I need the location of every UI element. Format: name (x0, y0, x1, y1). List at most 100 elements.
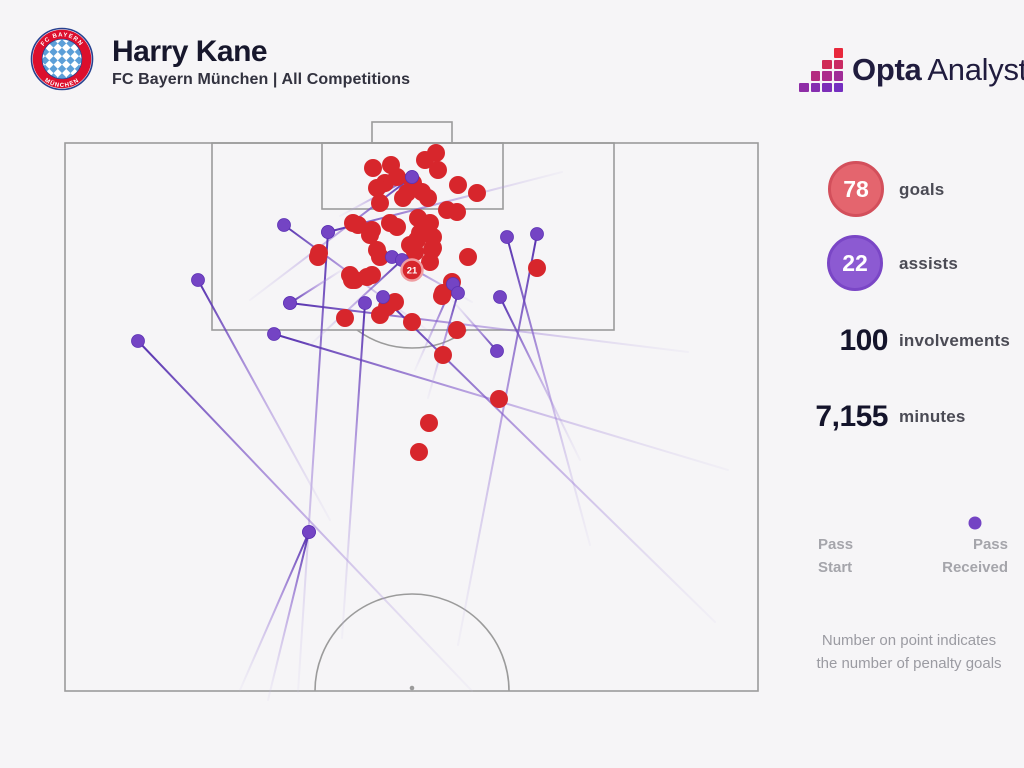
assist-received-dot (321, 225, 335, 239)
penalty-note-line2: the number of penalty goals (816, 655, 1002, 672)
crest-text-bottom: MÜNCHEN (43, 78, 80, 89)
legend-pass-start-label: Pass Start (818, 533, 853, 579)
goal-dot (448, 203, 466, 221)
goal-dot (490, 390, 508, 408)
goal-dot (434, 346, 452, 364)
center-circle (314, 593, 510, 692)
assist-pass-line (427, 292, 459, 399)
legend-pass-received-line2: Received (942, 559, 1008, 576)
assist-received-dot (358, 296, 372, 310)
goal-frame (371, 121, 453, 144)
assist-pass-line (197, 279, 331, 521)
penalty-goals-dot (400, 258, 424, 282)
assist-pass-line (249, 176, 413, 301)
goal-dot (433, 287, 451, 305)
goal-dot (371, 306, 389, 324)
penalty-note-line1: Number on point indicates (821, 632, 997, 649)
assist-pass-line (289, 267, 346, 304)
legend-pass-received-dot (968, 516, 982, 530)
penalty-goals-marker: 21 (400, 258, 424, 282)
goal-dot (449, 176, 467, 194)
goal-dot (336, 309, 354, 327)
assist-received-dot (530, 227, 544, 241)
legend-pass-received-line1: Pass (972, 536, 1008, 553)
assist-pass-line (451, 299, 498, 352)
brand-name-light: Analyst (927, 52, 1024, 87)
goal-dot (424, 239, 442, 257)
goal-dot (344, 214, 362, 232)
opta-square (822, 82, 832, 92)
assist-received-dot (376, 290, 390, 304)
opta-square (833, 71, 843, 81)
opta-square (833, 82, 843, 92)
assist-received-dot (490, 344, 504, 358)
assist-received-dot (451, 286, 465, 300)
goal-dot (459, 248, 477, 266)
page-subtitle: FC Bayern München | All Competitions (112, 71, 411, 88)
opta-square (810, 82, 820, 92)
goal-dot (386, 293, 404, 311)
penalty-note: Number on point indicates the number of … (798, 629, 1020, 675)
opta-squares-icon (799, 48, 843, 92)
opta-square (810, 71, 820, 81)
assist-received-dot (131, 334, 145, 348)
assist-pass-line (289, 302, 689, 353)
assist-pass-line (309, 259, 403, 346)
goal-dots (309, 144, 546, 461)
goal-dot (419, 189, 437, 207)
assist-pass-line (267, 531, 310, 701)
goal-dot (343, 271, 361, 289)
goals-stat-circle: 78 (828, 161, 884, 217)
goal-dot (361, 226, 379, 244)
goal-dot (394, 189, 412, 207)
assist-pass-line (297, 231, 329, 693)
opta-square (822, 71, 832, 81)
assist-received-dots (131, 170, 544, 539)
opta-square (822, 59, 832, 69)
involvements-label: involvements (899, 331, 1011, 350)
assist-received-dot (405, 170, 419, 184)
penalty-goals-count: 21 (407, 265, 418, 276)
goal-dot (388, 218, 406, 236)
goal-dot (429, 161, 447, 179)
legend-pass-start-line1: Pass (818, 536, 854, 553)
goal-dot (468, 184, 486, 202)
assist-received-dot (302, 525, 316, 539)
pitch-markings (64, 121, 759, 692)
assist-pass-line (457, 233, 538, 646)
assist-pass-line (239, 531, 310, 691)
assist-pass-line (506, 236, 591, 546)
assists-stat-circle: 22 (827, 235, 883, 291)
goal-dot (309, 248, 327, 266)
goal-dot (420, 414, 438, 432)
assists-value: 22 (842, 249, 868, 276)
goal-area (321, 142, 504, 210)
goal-dot (364, 159, 382, 177)
assist-received-dot (283, 296, 297, 310)
brand-name-bold: Opta (852, 52, 922, 87)
assist-pass-line (382, 296, 716, 623)
legend-pass-start-line2: Start (818, 559, 853, 576)
goal-dot (363, 266, 381, 284)
fc-bayern-crest: FC BAYERN MÜNCHEN (30, 27, 94, 91)
goal-dot (528, 259, 546, 277)
goals-value: 78 (843, 175, 869, 202)
goal-dot (448, 321, 466, 339)
assist-received-dot (191, 273, 205, 287)
pass-legend-line (832, 516, 982, 530)
assist-received-dot (267, 327, 281, 341)
minutes-label: minutes (899, 407, 966, 426)
legend-pass-received-label: Pass Received (900, 533, 1008, 579)
assist-received-dot (493, 290, 507, 304)
involvements-value: 100 (839, 324, 888, 357)
opta-square (833, 59, 843, 69)
goal-dot (371, 248, 389, 266)
goal-dot (371, 194, 389, 212)
assist-received-dot (277, 218, 291, 232)
page-title: Harry Kane (112, 35, 268, 68)
goal-dot (403, 313, 421, 331)
opta-square (833, 48, 843, 58)
goal-dot (408, 231, 426, 249)
goal-dot (410, 443, 428, 461)
